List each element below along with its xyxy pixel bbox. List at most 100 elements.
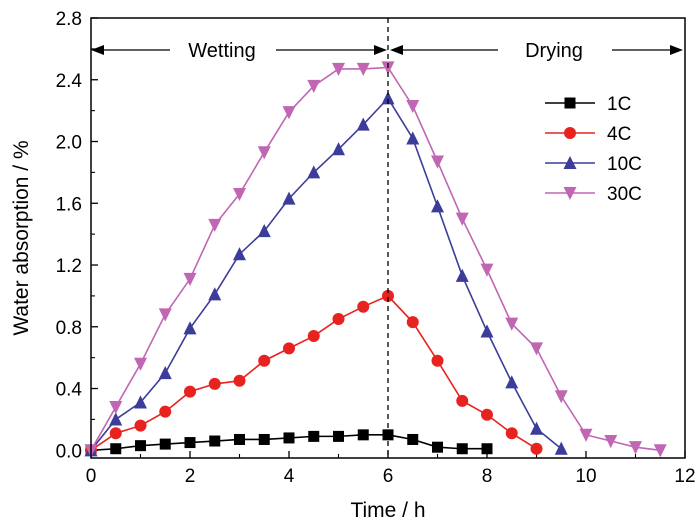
data-point-30C bbox=[455, 212, 469, 226]
data-point-30C bbox=[208, 218, 222, 232]
x-tick-label: 0 bbox=[86, 466, 97, 487]
data-point-30C bbox=[257, 146, 271, 160]
legend-item-4C: 4C bbox=[545, 124, 631, 145]
y-tick-label: 0.8 bbox=[56, 318, 82, 339]
data-point-4C bbox=[307, 330, 320, 343]
data-point-10C bbox=[307, 165, 321, 179]
y-tick-label: 1.2 bbox=[56, 256, 82, 277]
data-point-30C bbox=[282, 106, 296, 120]
data-point-10C bbox=[480, 324, 494, 338]
series-4C bbox=[85, 289, 543, 457]
y-tick-label: 1.6 bbox=[56, 194, 82, 215]
plot-frame bbox=[90, 17, 686, 459]
legend-label: 4C bbox=[607, 124, 631, 145]
legend: 1C 4C 10C 30C bbox=[545, 94, 642, 205]
series-layer bbox=[84, 61, 667, 458]
wetting-arrow-right bbox=[276, 45, 387, 55]
data-point-30C bbox=[604, 434, 618, 449]
drying-label: Drying bbox=[525, 40, 583, 62]
data-point-10C bbox=[257, 224, 271, 238]
x-tick-label: 12 bbox=[674, 466, 695, 487]
y-tick-label: 2.0 bbox=[56, 133, 82, 154]
data-point-10C bbox=[134, 395, 147, 409]
y-tick-label: 2.4 bbox=[56, 71, 83, 92]
legend-label: 10C bbox=[607, 154, 642, 175]
series-line-10C bbox=[90, 96, 562, 451]
tick-labels-layer: 0 2 4 6 8 10 12 0.0 0.4 0.8 1.2 1.6 2.0 2.4 2.8 bbox=[56, 9, 696, 487]
data-point-1C bbox=[135, 440, 146, 452]
data-point-10C bbox=[455, 268, 469, 282]
y-tick-label: 2.8 bbox=[56, 9, 82, 30]
data-point-30C bbox=[579, 428, 593, 442]
data-point-10C bbox=[505, 375, 519, 389]
data-point-10C bbox=[158, 366, 172, 380]
data-point-30C bbox=[134, 357, 147, 371]
data-point-30C bbox=[505, 317, 519, 331]
x-tick-label: 2 bbox=[185, 466, 196, 487]
data-point-1C bbox=[333, 430, 344, 442]
data-point-30C bbox=[406, 99, 420, 114]
data-point-10C bbox=[406, 131, 420, 145]
data-point-1C bbox=[110, 443, 122, 455]
legend-label: 1C bbox=[607, 94, 631, 115]
data-point-30C bbox=[307, 79, 321, 93]
data-point-4C bbox=[184, 385, 196, 398]
x-tick-label: 4 bbox=[284, 466, 295, 487]
drying-arrow-right bbox=[612, 45, 683, 55]
data-point-30C bbox=[554, 390, 568, 404]
data-point-1C bbox=[159, 438, 171, 450]
legend-item-10C: 10C bbox=[545, 154, 642, 175]
legend-label: 30C bbox=[607, 184, 642, 205]
data-point-1C bbox=[456, 443, 468, 455]
data-point-1C bbox=[481, 443, 493, 455]
data-point-30C bbox=[233, 187, 246, 202]
data-point-1C bbox=[432, 441, 443, 453]
data-point-1C bbox=[258, 433, 270, 445]
data-point-4C bbox=[431, 354, 444, 367]
legend-marker bbox=[563, 155, 577, 170]
data-point-30C bbox=[629, 441, 642, 455]
x-axis-title: Time / h bbox=[350, 499, 425, 522]
data-point-10C bbox=[208, 287, 222, 301]
data-point-4C bbox=[456, 394, 469, 407]
data-point-4C bbox=[505, 427, 518, 440]
y-tick-label: 0.4 bbox=[56, 380, 83, 401]
legend-item-30C: 30C bbox=[545, 184, 642, 205]
series-line-4C bbox=[90, 294, 537, 451]
data-point-4C bbox=[406, 316, 419, 329]
data-point-30C bbox=[431, 155, 444, 169]
data-point-30C bbox=[653, 444, 667, 458]
data-point-10C bbox=[282, 191, 296, 205]
data-point-1C bbox=[357, 429, 369, 441]
legend-item-1C: 1C bbox=[545, 94, 631, 115]
data-point-4C bbox=[357, 300, 370, 313]
data-point-30C bbox=[109, 401, 123, 415]
series-10C bbox=[84, 91, 568, 457]
data-point-30C bbox=[530, 342, 543, 356]
data-point-10C bbox=[554, 441, 568, 455]
data-point-4C bbox=[332, 313, 345, 326]
data-point-4C bbox=[481, 408, 493, 421]
data-point-30C bbox=[158, 308, 172, 322]
data-point-10C bbox=[233, 247, 246, 261]
data-point-4C bbox=[159, 405, 172, 418]
x-tick-label: 10 bbox=[575, 466, 596, 487]
data-point-4C bbox=[258, 354, 271, 367]
data-point-1C bbox=[283, 432, 295, 444]
data-point-30C bbox=[183, 272, 197, 286]
data-point-1C bbox=[308, 430, 320, 442]
annotation-layer: Wetting Drying bbox=[91, 18, 683, 458]
data-point-10C bbox=[356, 117, 370, 131]
wetting-label: Wetting bbox=[188, 40, 255, 62]
x-tick-label: 6 bbox=[383, 466, 394, 487]
data-point-30C bbox=[356, 62, 370, 76]
data-point-10C bbox=[332, 142, 345, 156]
data-point-10C bbox=[183, 321, 197, 335]
legend-marker bbox=[563, 186, 577, 201]
data-point-4C bbox=[109, 427, 122, 440]
legend-marker bbox=[564, 127, 576, 139]
data-point-10C bbox=[530, 421, 543, 435]
data-point-10C bbox=[109, 412, 123, 426]
data-point-1C bbox=[209, 435, 221, 447]
y-axis-title: Water absorption / % bbox=[10, 140, 33, 335]
